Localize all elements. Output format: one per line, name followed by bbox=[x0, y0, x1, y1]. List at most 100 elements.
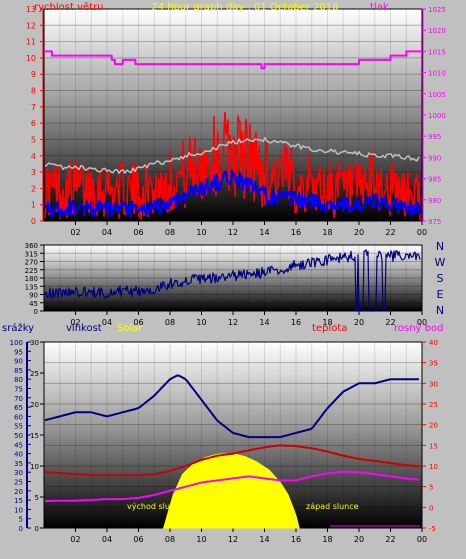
direction-tick-label-2: 90 bbox=[29, 292, 38, 300]
humidity-tick-label-3: 15 bbox=[30, 432, 39, 440]
wind-panel-x-tick-label-1: 04 bbox=[102, 228, 112, 237]
wind-panel-x-tick-label-2: 06 bbox=[133, 228, 143, 237]
wind-left-tick-label-7: 7 bbox=[31, 103, 36, 112]
solar-area bbox=[163, 453, 300, 529]
direction-panel-x-tick-label-8: 18 bbox=[322, 318, 332, 327]
wind-left-tick-label-11: 11 bbox=[26, 38, 36, 47]
wind-left-tick-label-2: 2 bbox=[31, 184, 36, 193]
wind-panel-x-tick-label-10: 22 bbox=[385, 228, 395, 237]
compass-label-3: E bbox=[437, 288, 444, 301]
wind-panel-x-tick-label-11: 00 bbox=[417, 228, 427, 237]
temperature-axis-title: teplota bbox=[312, 323, 347, 334]
wind-axis-title: rychlost větru bbox=[34, 1, 104, 13]
direction-panel-x-tick-label-9: 20 bbox=[354, 318, 364, 327]
direction-tick-label-3: 135 bbox=[25, 283, 38, 291]
temperature-tick-label-0: -5 bbox=[429, 525, 436, 533]
compass-label-2: S bbox=[437, 272, 444, 285]
wind-panel-x-tick-label-7: 16 bbox=[291, 228, 301, 237]
compass-label-4: N bbox=[436, 304, 444, 317]
pressure-tick-label-1: 980 bbox=[428, 197, 441, 205]
gray-wind-series bbox=[44, 136, 420, 174]
direction-panel-x-tick-label-1: 04 bbox=[102, 318, 112, 327]
temperature-tick-label-7: 30 bbox=[429, 380, 438, 388]
sunrise-annotation: východ slunce bbox=[127, 502, 184, 511]
pressure-tick-label-4: 995 bbox=[428, 133, 441, 141]
temperature-tick-label-6: 25 bbox=[429, 401, 438, 409]
wind-left-tick-label-6: 6 bbox=[31, 119, 36, 128]
direction-tick-label-5: 225 bbox=[25, 267, 38, 275]
wind-panel-x-tick-label-3: 08 bbox=[165, 228, 175, 237]
temperature-tick-label-5: 20 bbox=[429, 422, 438, 430]
wind-panel-x-tick-label-9: 20 bbox=[354, 228, 364, 237]
wind-left-tick-label-12: 12 bbox=[26, 21, 36, 30]
compass-label-1: W bbox=[435, 256, 446, 269]
wind-panel-x-tick-label-8: 18 bbox=[322, 228, 332, 237]
direction-tick-label-7: 315 bbox=[25, 250, 38, 258]
temperature-tick-label-8: 35 bbox=[429, 360, 438, 368]
direction-panel-x-tick-label-2: 06 bbox=[133, 318, 143, 327]
direction-panel-x-tick-label-5: 12 bbox=[228, 318, 238, 327]
rain-tick-label-11: 55 bbox=[14, 423, 23, 431]
temperature-tick-label-1: 0 bbox=[429, 504, 433, 512]
temperature-panel-x-tick-label-5: 12 bbox=[228, 535, 238, 544]
direction-panel-x-tick-label-7: 16 bbox=[291, 318, 301, 327]
direction-tick-label-0: 0 bbox=[34, 308, 38, 316]
rain-tick-label-1: 5 bbox=[19, 516, 23, 524]
pressure-tick-label-3: 990 bbox=[428, 154, 441, 162]
direction-panel-x-tick-label-11: 00 bbox=[417, 318, 427, 327]
pressure-tick-label-10: 1025 bbox=[428, 6, 446, 14]
pressure-tick-label-9: 1020 bbox=[428, 27, 446, 35]
rain-tick-label-7: 35 bbox=[14, 460, 23, 468]
temperature-tick-label-4: 15 bbox=[429, 442, 438, 450]
dewpoint-series bbox=[45, 470, 420, 503]
chart-title: 24 hour graph day : 01 October 2018 bbox=[151, 2, 338, 13]
pressure-tick-label-2: 985 bbox=[428, 176, 441, 184]
direction-tick-label-1: 45 bbox=[29, 300, 38, 308]
pressure-tick-label-6: 1005 bbox=[428, 91, 446, 99]
wind-gust-series bbox=[44, 111, 421, 221]
humidity-tick-label-6: 30 bbox=[30, 339, 39, 347]
humidity-series bbox=[44, 374, 419, 439]
humidity-tick-label-1: 5 bbox=[35, 494, 39, 502]
compass-label-0: N bbox=[436, 240, 444, 253]
temperature-panel-x-tick-label-3: 08 bbox=[165, 535, 175, 544]
rain-tick-label-10: 50 bbox=[14, 432, 23, 440]
rain-tick-label-9: 45 bbox=[14, 441, 23, 449]
dewpoint-axis-title: rosný bod bbox=[394, 322, 443, 334]
temperature-panel-x-tick-label-4: 10 bbox=[196, 535, 206, 544]
direction-panel-x-tick-label-3: 08 bbox=[165, 318, 175, 327]
pressure-tick-label-7: 1010 bbox=[428, 70, 446, 78]
direction-tick-label-8: 360 bbox=[25, 242, 38, 250]
temperature-panel-x-tick-label-1: 04 bbox=[102, 535, 112, 544]
rain-tick-label-15: 75 bbox=[14, 386, 23, 394]
direction-panel-x-tick-label-0: 02 bbox=[70, 318, 80, 327]
wind-panel-x-tick-label-4: 10 bbox=[196, 228, 206, 237]
temperature-panel-x-tick-label-2: 06 bbox=[133, 535, 143, 544]
temperature-panel-x-tick-label-7: 16 bbox=[291, 535, 301, 544]
direction-panel-x-tick-label-10: 22 bbox=[385, 318, 395, 327]
wind-left-tick-label-1: 1 bbox=[31, 201, 36, 210]
wind-speed-series bbox=[44, 169, 421, 219]
direction-panel-x-tick-label-6: 14 bbox=[259, 318, 269, 327]
rain-tick-label-2: 10 bbox=[14, 506, 23, 514]
rain-tick-label-16: 80 bbox=[14, 376, 23, 384]
temperature-panel-x-tick-label-11: 00 bbox=[417, 535, 427, 544]
rain-tick-label-18: 90 bbox=[14, 358, 23, 366]
rain-tick-label-0: 0 bbox=[19, 525, 23, 533]
wind-left-tick-label-13: 13 bbox=[26, 5, 36, 14]
wind-left-tick-label-3: 3 bbox=[31, 168, 36, 177]
rain-tick-label-20: 100 bbox=[10, 339, 23, 347]
temperature-tick-label-9: 40 bbox=[429, 339, 438, 347]
rain-tick-label-14: 70 bbox=[14, 395, 23, 403]
wind-left-tick-label-4: 4 bbox=[31, 152, 36, 161]
rain-tick-label-4: 20 bbox=[14, 488, 23, 496]
pressure-tick-label-8: 1015 bbox=[428, 48, 446, 56]
rain-tick-label-13: 65 bbox=[14, 404, 23, 412]
pressure-tick-label-0: 975 bbox=[428, 218, 441, 226]
humidity-tick-label-0: 0 bbox=[35, 525, 39, 533]
rain-tick-label-19: 95 bbox=[14, 348, 23, 356]
wind-left-tick-label-10: 10 bbox=[26, 54, 36, 63]
temperature-panel-x-tick-label-8: 18 bbox=[322, 535, 332, 544]
